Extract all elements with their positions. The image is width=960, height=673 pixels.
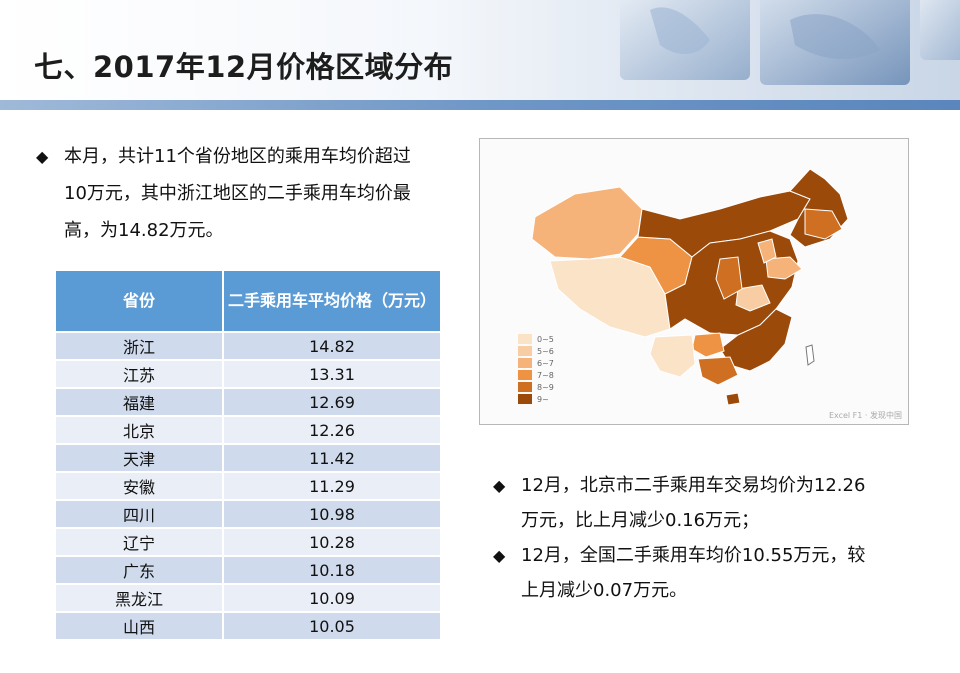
- price-cell: 10.18: [222, 555, 442, 585]
- header-decoration: [620, 0, 960, 85]
- map-region-henan: [735, 284, 771, 312]
- province-cell: 辽宁: [54, 527, 224, 557]
- summary-text-beijing: 12月，北京市二手乘用车交易均价为12.26万元，比上月减少0.16万元；: [521, 475, 866, 531]
- province-cell: 北京: [54, 415, 224, 445]
- price-cell: 10.09: [222, 583, 442, 613]
- map-region-shandong: [765, 256, 803, 280]
- summary-bullet: ◆ 12月，北京市二手乘用车交易均价为12.26万元，比上月减少0.16万元；: [493, 468, 873, 538]
- province-cell: 安徽: [54, 471, 224, 501]
- legend-item: 7~8: [518, 369, 554, 381]
- price-cell: 14.82: [222, 331, 442, 361]
- china-price-map: [531, 168, 849, 406]
- legend-label: 6~7: [537, 358, 554, 368]
- table-row: 辽宁 10.28: [54, 527, 442, 557]
- price-cell: 11.29: [222, 471, 442, 501]
- legend-item: 6~7: [518, 357, 554, 369]
- legend-swatch: [518, 334, 532, 344]
- table-row: 浙江 14.82: [54, 331, 442, 361]
- price-cell: 10.98: [222, 499, 442, 529]
- map-region-xinjiang: [531, 186, 643, 260]
- table-row: 广东 10.18: [54, 555, 442, 585]
- legend-label: 0~5: [537, 334, 554, 344]
- column-header-price: 二手乘用车平均价格（万元）: [222, 269, 442, 333]
- table-row: 四川 10.98: [54, 499, 442, 529]
- price-cell: 10.28: [222, 527, 442, 557]
- china-price-map-panel: 0~5 5~6 6~7 7~8 8~9 9~ Excel F1 · 发现中国: [479, 138, 909, 425]
- table-row: 黑龙江 10.09: [54, 583, 442, 613]
- header-band: 七、2017年12月价格区域分布: [0, 0, 960, 110]
- map-legend: 0~5 5~6 6~7 7~8 8~9 9~: [518, 333, 554, 405]
- table-row: 福建 12.69: [54, 387, 442, 417]
- map-region-north: [637, 190, 811, 258]
- price-cell: 10.05: [222, 611, 442, 641]
- column-header-province: 省份: [54, 269, 224, 333]
- map-region-hainan: [725, 392, 741, 406]
- table-row: 山西 10.05: [54, 611, 442, 641]
- legend-label: 7~8: [537, 370, 554, 380]
- map-region-hebei: [757, 238, 777, 264]
- legend-swatch: [518, 346, 532, 356]
- province-price-table: 省份 二手乘用车平均价格（万元） 浙江 14.82 江苏 13.31 福建 12.69…: [54, 269, 442, 641]
- province-cell: 四川: [54, 499, 224, 529]
- province-cell: 黑龙江: [54, 583, 224, 613]
- summary-text-national: 12月，全国二手乘用车均价10.55万元，较上月减少0.07万元。: [521, 545, 866, 601]
- legend-label: 9~: [537, 394, 549, 404]
- table-row: 江苏 13.31: [54, 359, 442, 389]
- intro-text: 本月，共计11个省份地区的乘用车均价超过10万元，其中浙江地区的二手乘用车均价最…: [64, 146, 411, 241]
- map-region-shaanxi: [715, 256, 743, 300]
- diamond-bullet-icon: ◆: [493, 476, 506, 495]
- legend-item: 8~9: [518, 381, 554, 393]
- legend-item: 0~5: [518, 333, 554, 345]
- legend-swatch: [518, 394, 532, 404]
- diamond-bullet-icon: ◆: [36, 147, 49, 166]
- summary-bullets: ◆ 12月，北京市二手乘用车交易均价为12.26万元，比上月减少0.16万元； …: [493, 468, 873, 608]
- legend-item: 5~6: [518, 345, 554, 357]
- table-row: 安徽 11.29: [54, 471, 442, 501]
- summary-bullet: ◆ 12月，全国二手乘用车均价10.55万元，较上月减少0.07万元。: [493, 538, 873, 608]
- map-region-taiwan: [805, 344, 815, 366]
- map-region-jilin: [804, 208, 843, 240]
- province-cell: 广东: [54, 555, 224, 585]
- price-cell: 11.42: [222, 443, 442, 473]
- province-cell: 浙江: [54, 331, 224, 361]
- legend-label: 8~9: [537, 382, 554, 392]
- intro-bullet: ◆ 本月，共计11个省份地区的乘用车均价超过10万元，其中浙江地区的二手乘用车均…: [36, 138, 426, 249]
- province-cell: 山西: [54, 611, 224, 641]
- map-region-guangxi: [697, 356, 739, 386]
- table-row: 北京 12.26: [54, 415, 442, 445]
- map-region-yunnan: [649, 334, 696, 378]
- legend-swatch: [518, 370, 532, 380]
- price-cell: 12.26: [222, 415, 442, 445]
- province-cell: 福建: [54, 387, 224, 417]
- province-cell: 天津: [54, 443, 224, 473]
- table-header-row: 省份 二手乘用车平均价格（万元）: [54, 269, 442, 333]
- diamond-bullet-icon: ◆: [493, 546, 506, 565]
- table-row: 天津 11.42: [54, 443, 442, 473]
- page-title: 七、2017年12月价格区域分布: [34, 50, 454, 84]
- price-cell: 12.69: [222, 387, 442, 417]
- legend-swatch: [518, 358, 532, 368]
- map-region-guizhou: [691, 332, 725, 358]
- header-accent-bar: [0, 100, 960, 110]
- map-watermark: Excel F1 · 发现中国: [828, 411, 902, 420]
- legend-label: 5~6: [537, 346, 554, 356]
- legend-swatch: [518, 382, 532, 392]
- legend-item: 9~: [518, 393, 554, 405]
- province-cell: 江苏: [54, 359, 224, 389]
- price-cell: 13.31: [222, 359, 442, 389]
